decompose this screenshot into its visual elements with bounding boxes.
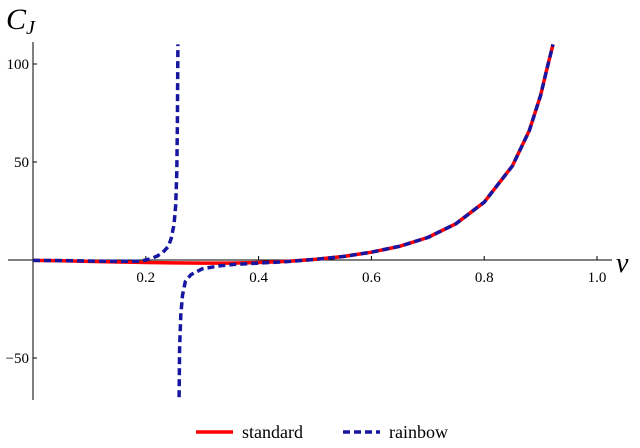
series-layer (32, 43, 555, 398)
y-axis-title-main: C (6, 3, 27, 36)
x-tick-label: 0.2 (136, 270, 155, 286)
y-tick-label: 100 (7, 57, 30, 73)
y-tick-label: 50 (14, 155, 29, 171)
legend-label-rainbow: rainbow (389, 422, 448, 442)
x-tick-label: 0.4 (249, 270, 268, 286)
legend: standard rainbow (196, 422, 448, 442)
series-line-rainbow-0 (32, 44, 180, 264)
x-tick-label: 1.0 (588, 270, 607, 286)
series-line-standard-0 (32, 43, 555, 265)
axes (8, 42, 612, 400)
y-tick-label: −50 (6, 351, 29, 367)
y-axis-title: CJ (6, 3, 36, 39)
x-tick-label: 0.8 (475, 270, 494, 286)
x-axis-title: ν (616, 248, 629, 279)
legend-label-standard: standard (242, 422, 303, 442)
ticks: 0.2 0.4 0.6 0.8 1.0 100 50 −50 (6, 57, 607, 367)
y-axis-title-sub: J (26, 17, 36, 39)
series-line-rainbow-1 (177, 43, 555, 398)
x-tick-label: 0.6 (362, 270, 381, 286)
